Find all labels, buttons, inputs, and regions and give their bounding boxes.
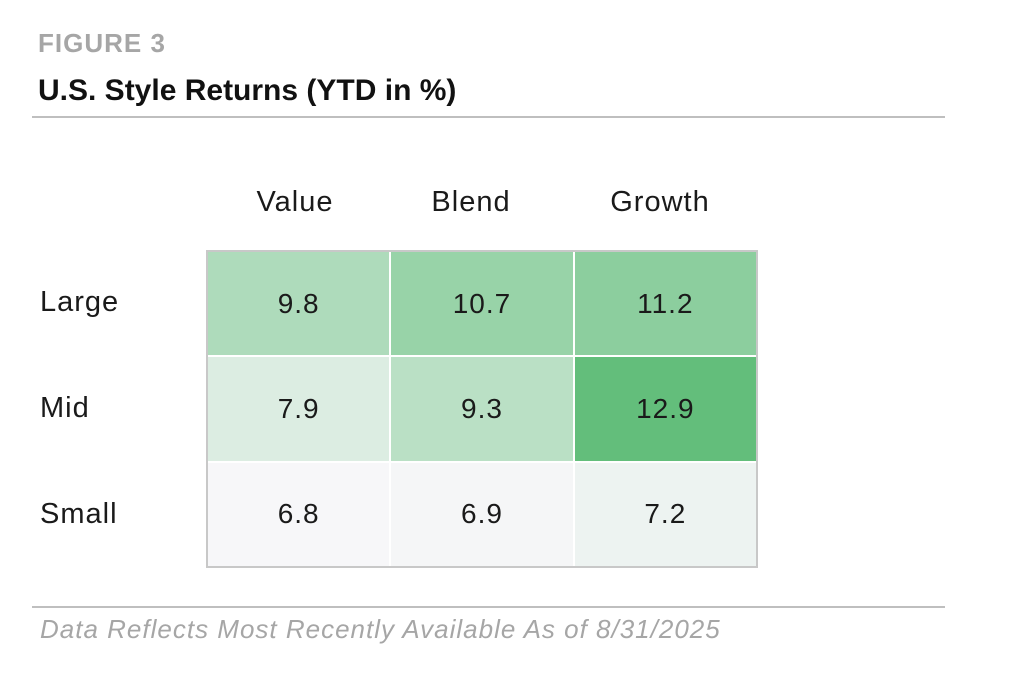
row-header-small: Small xyxy=(40,498,118,530)
heatmap-grid: 9.8 10.7 11.2 7.9 9.3 12.9 6.8 6.9 7.2 xyxy=(206,250,758,568)
row-header-mid: Mid xyxy=(40,392,90,424)
title-divider xyxy=(32,116,945,118)
heatmap-cell-mid-growth: 12.9 xyxy=(574,357,756,461)
heatmap-cell-large-value: 9.8 xyxy=(208,252,390,356)
column-header-growth: Growth xyxy=(610,186,710,218)
chart-title: U.S. Style Returns (YTD in %) xyxy=(38,74,457,107)
heatmap-cell-large-blend: 10.7 xyxy=(391,252,573,356)
heatmap-cell-large-growth: 11.2 xyxy=(574,252,756,356)
heatmap-cell-small-blend: 6.9 xyxy=(391,462,573,566)
heatmap-cell-mid-value: 7.9 xyxy=(208,357,390,461)
row-header-large: Large xyxy=(40,286,120,318)
footnote: Data Reflects Most Recently Available As… xyxy=(40,614,721,644)
heatmap-cell-mid-blend: 9.3 xyxy=(391,357,573,461)
heatmap-cell-small-growth: 7.2 xyxy=(574,462,756,566)
column-header-blend: Blend xyxy=(431,186,511,218)
heatmap-cell-small-value: 6.8 xyxy=(208,462,390,566)
column-header-value: Value xyxy=(256,186,334,218)
figure-label: FIGURE 3 xyxy=(38,28,166,58)
footnote-divider xyxy=(32,606,945,608)
